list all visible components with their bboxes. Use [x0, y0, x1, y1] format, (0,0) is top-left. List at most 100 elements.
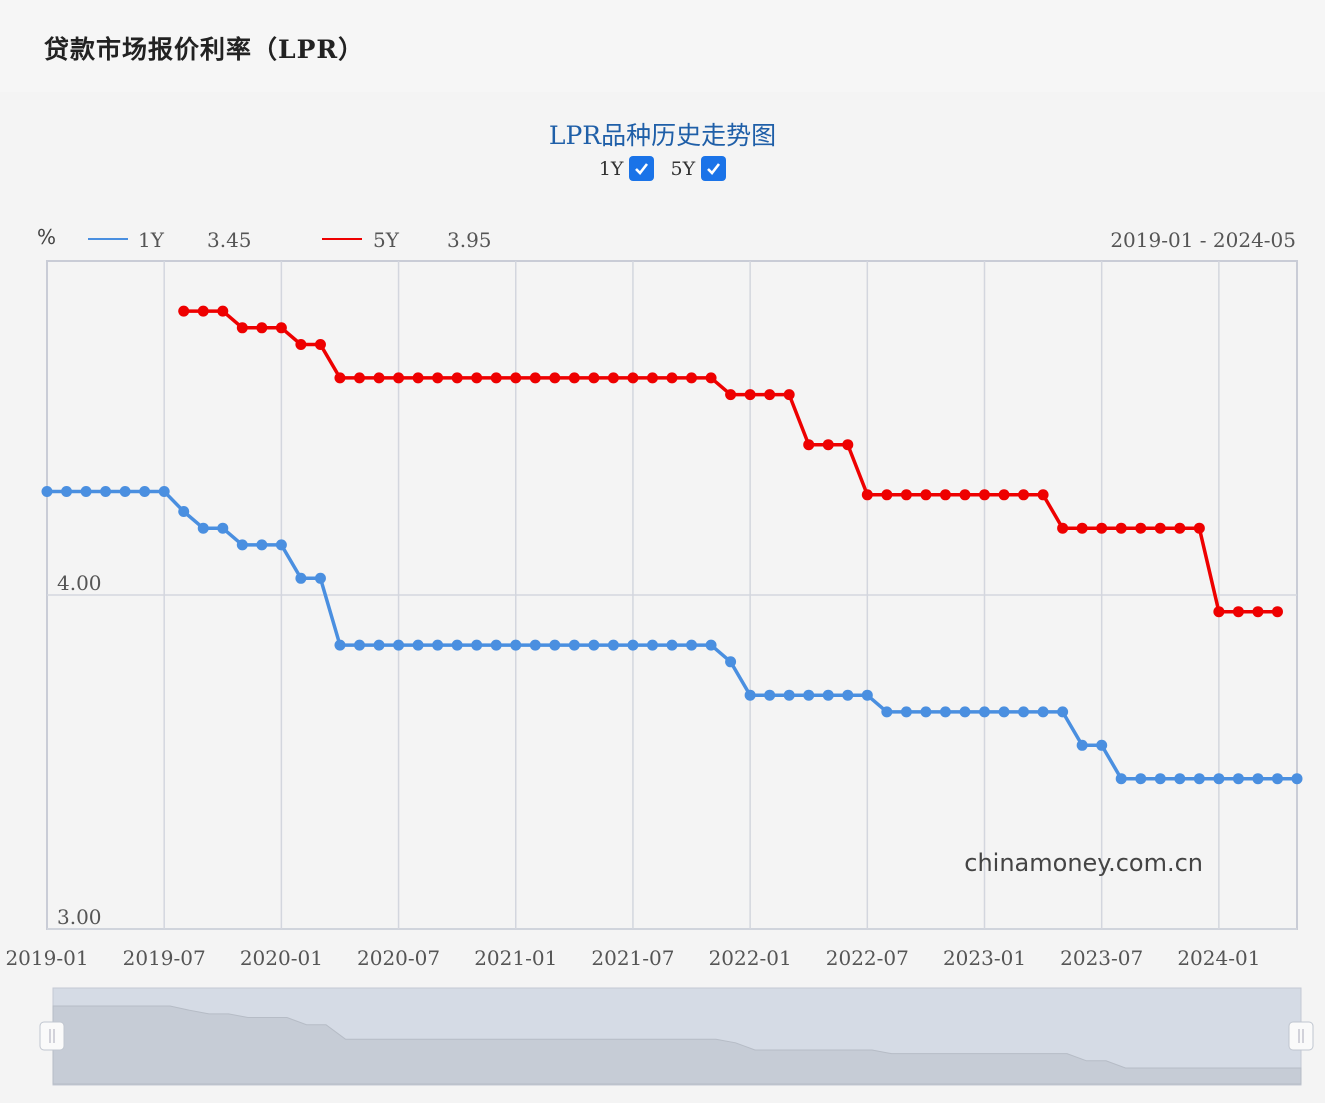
data-point-5y[interactable]: [1076, 522, 1088, 534]
data-point-5y[interactable]: [803, 439, 815, 451]
data-point-1y[interactable]: [998, 706, 1010, 718]
data-point-1y[interactable]: [119, 485, 131, 497]
data-point-1y[interactable]: [939, 706, 951, 718]
data-point-1y[interactable]: [1115, 773, 1127, 785]
data-point-1y[interactable]: [158, 485, 170, 497]
data-point-1y[interactable]: [725, 656, 737, 668]
data-point-1y[interactable]: [1291, 773, 1303, 785]
data-point-1y[interactable]: [139, 485, 151, 497]
data-point-5y[interactable]: [783, 389, 795, 401]
data-point-5y[interactable]: [412, 372, 424, 384]
data-point-1y[interactable]: [803, 689, 815, 701]
data-point-5y[interactable]: [1115, 522, 1127, 534]
data-point-5y[interactable]: [744, 389, 756, 401]
zoom-handle-left[interactable]: [39, 1021, 65, 1051]
data-point-5y[interactable]: [686, 372, 698, 384]
data-point-1y[interactable]: [451, 639, 463, 651]
data-point-5y[interactable]: [842, 439, 854, 451]
data-point-5y[interactable]: [236, 322, 248, 334]
data-point-5y[interactable]: [1174, 522, 1186, 534]
data-point-5y[interactable]: [939, 489, 951, 501]
data-point-1y[interactable]: [61, 485, 73, 497]
data-point-1y[interactable]: [1076, 739, 1088, 751]
data-point-5y[interactable]: [1193, 522, 1205, 534]
data-point-1y[interactable]: [490, 639, 502, 651]
data-point-5y[interactable]: [197, 305, 209, 317]
data-point-1y[interactable]: [920, 706, 932, 718]
data-point-5y[interactable]: [959, 489, 971, 501]
data-point-1y[interactable]: [783, 689, 795, 701]
data-point-5y[interactable]: [861, 489, 873, 501]
data-point-1y[interactable]: [627, 639, 639, 651]
toggle-5y[interactable]: 5Y: [671, 156, 727, 181]
data-point-1y[interactable]: [1232, 773, 1244, 785]
data-point-5y[interactable]: [979, 489, 990, 501]
data-point-5y[interactable]: [471, 372, 483, 384]
data-point-5y[interactable]: [314, 339, 326, 350]
data-point-5y[interactable]: [1154, 522, 1166, 534]
data-point-1y[interactable]: [1271, 773, 1283, 785]
data-point-5y[interactable]: [451, 372, 463, 384]
data-point-1y[interactable]: [881, 706, 893, 718]
data-point-1y[interactable]: [354, 639, 365, 651]
data-point-5y[interactable]: [256, 322, 268, 334]
data-point-1y[interactable]: [1018, 706, 1030, 718]
data-point-1y[interactable]: [646, 639, 658, 651]
data-point-1y[interactable]: [510, 639, 522, 651]
data-point-5y[interactable]: [1252, 606, 1264, 618]
data-point-1y[interactable]: [275, 539, 287, 551]
data-point-5y[interactable]: [998, 489, 1010, 501]
toggle-1y[interactable]: 1Y: [599, 156, 655, 181]
data-point-1y[interactable]: [842, 689, 854, 701]
data-point-1y[interactable]: [1174, 773, 1186, 785]
data-point-1y[interactable]: [256, 539, 268, 551]
data-point-5y[interactable]: [1096, 522, 1108, 534]
data-point-5y[interactable]: [725, 389, 737, 401]
data-point-5y[interactable]: [900, 489, 912, 501]
data-point-1y[interactable]: [588, 639, 600, 651]
data-point-5y[interactable]: [334, 372, 346, 384]
data-point-5y[interactable]: [705, 372, 717, 384]
data-point-1y[interactable]: [1057, 706, 1069, 718]
data-point-1y[interactable]: [979, 706, 990, 718]
zoom-handle-right[interactable]: [1288, 1021, 1314, 1051]
data-point-1y[interactable]: [236, 539, 248, 551]
data-point-1y[interactable]: [1252, 773, 1264, 785]
data-point-5y[interactable]: [1135, 522, 1147, 534]
data-point-5y[interactable]: [549, 372, 561, 384]
data-point-5y[interactable]: [275, 322, 287, 334]
data-point-1y[interactable]: [1154, 773, 1166, 785]
data-point-1y[interactable]: [1037, 706, 1049, 718]
data-point-1y[interactable]: [393, 639, 405, 651]
data-point-1y[interactable]: [686, 639, 698, 651]
data-point-1y[interactable]: [100, 485, 112, 497]
data-point-5y[interactable]: [822, 439, 834, 451]
data-point-1y[interactable]: [334, 639, 346, 651]
data-point-5y[interactable]: [373, 372, 385, 384]
data-point-5y[interactable]: [607, 372, 619, 384]
data-point-5y[interactable]: [666, 372, 678, 384]
data-point-5y[interactable]: [295, 339, 307, 350]
data-point-5y[interactable]: [432, 372, 444, 384]
data-point-1y[interactable]: [178, 506, 190, 517]
data-point-5y[interactable]: [627, 372, 639, 384]
data-point-1y[interactable]: [295, 572, 307, 584]
data-point-1y[interactable]: [900, 706, 912, 718]
data-point-5y[interactable]: [1037, 489, 1049, 501]
data-point-1y[interactable]: [549, 639, 561, 651]
data-point-1y[interactable]: [607, 639, 619, 651]
data-point-1y[interactable]: [529, 639, 541, 651]
data-point-1y[interactable]: [1135, 773, 1147, 785]
data-point-5y[interactable]: [217, 305, 229, 317]
data-point-5y[interactable]: [393, 372, 405, 384]
data-point-1y[interactable]: [412, 639, 424, 651]
data-point-1y[interactable]: [1213, 773, 1225, 785]
data-point-1y[interactable]: [1096, 739, 1108, 751]
data-point-5y[interactable]: [1057, 522, 1069, 534]
data-point-1y[interactable]: [861, 689, 873, 701]
data-point-5y[interactable]: [1018, 489, 1030, 501]
data-point-1y[interactable]: [568, 639, 580, 651]
data-point-1y[interactable]: [80, 485, 92, 497]
data-point-5y[interactable]: [510, 372, 522, 384]
data-point-5y[interactable]: [646, 372, 658, 384]
